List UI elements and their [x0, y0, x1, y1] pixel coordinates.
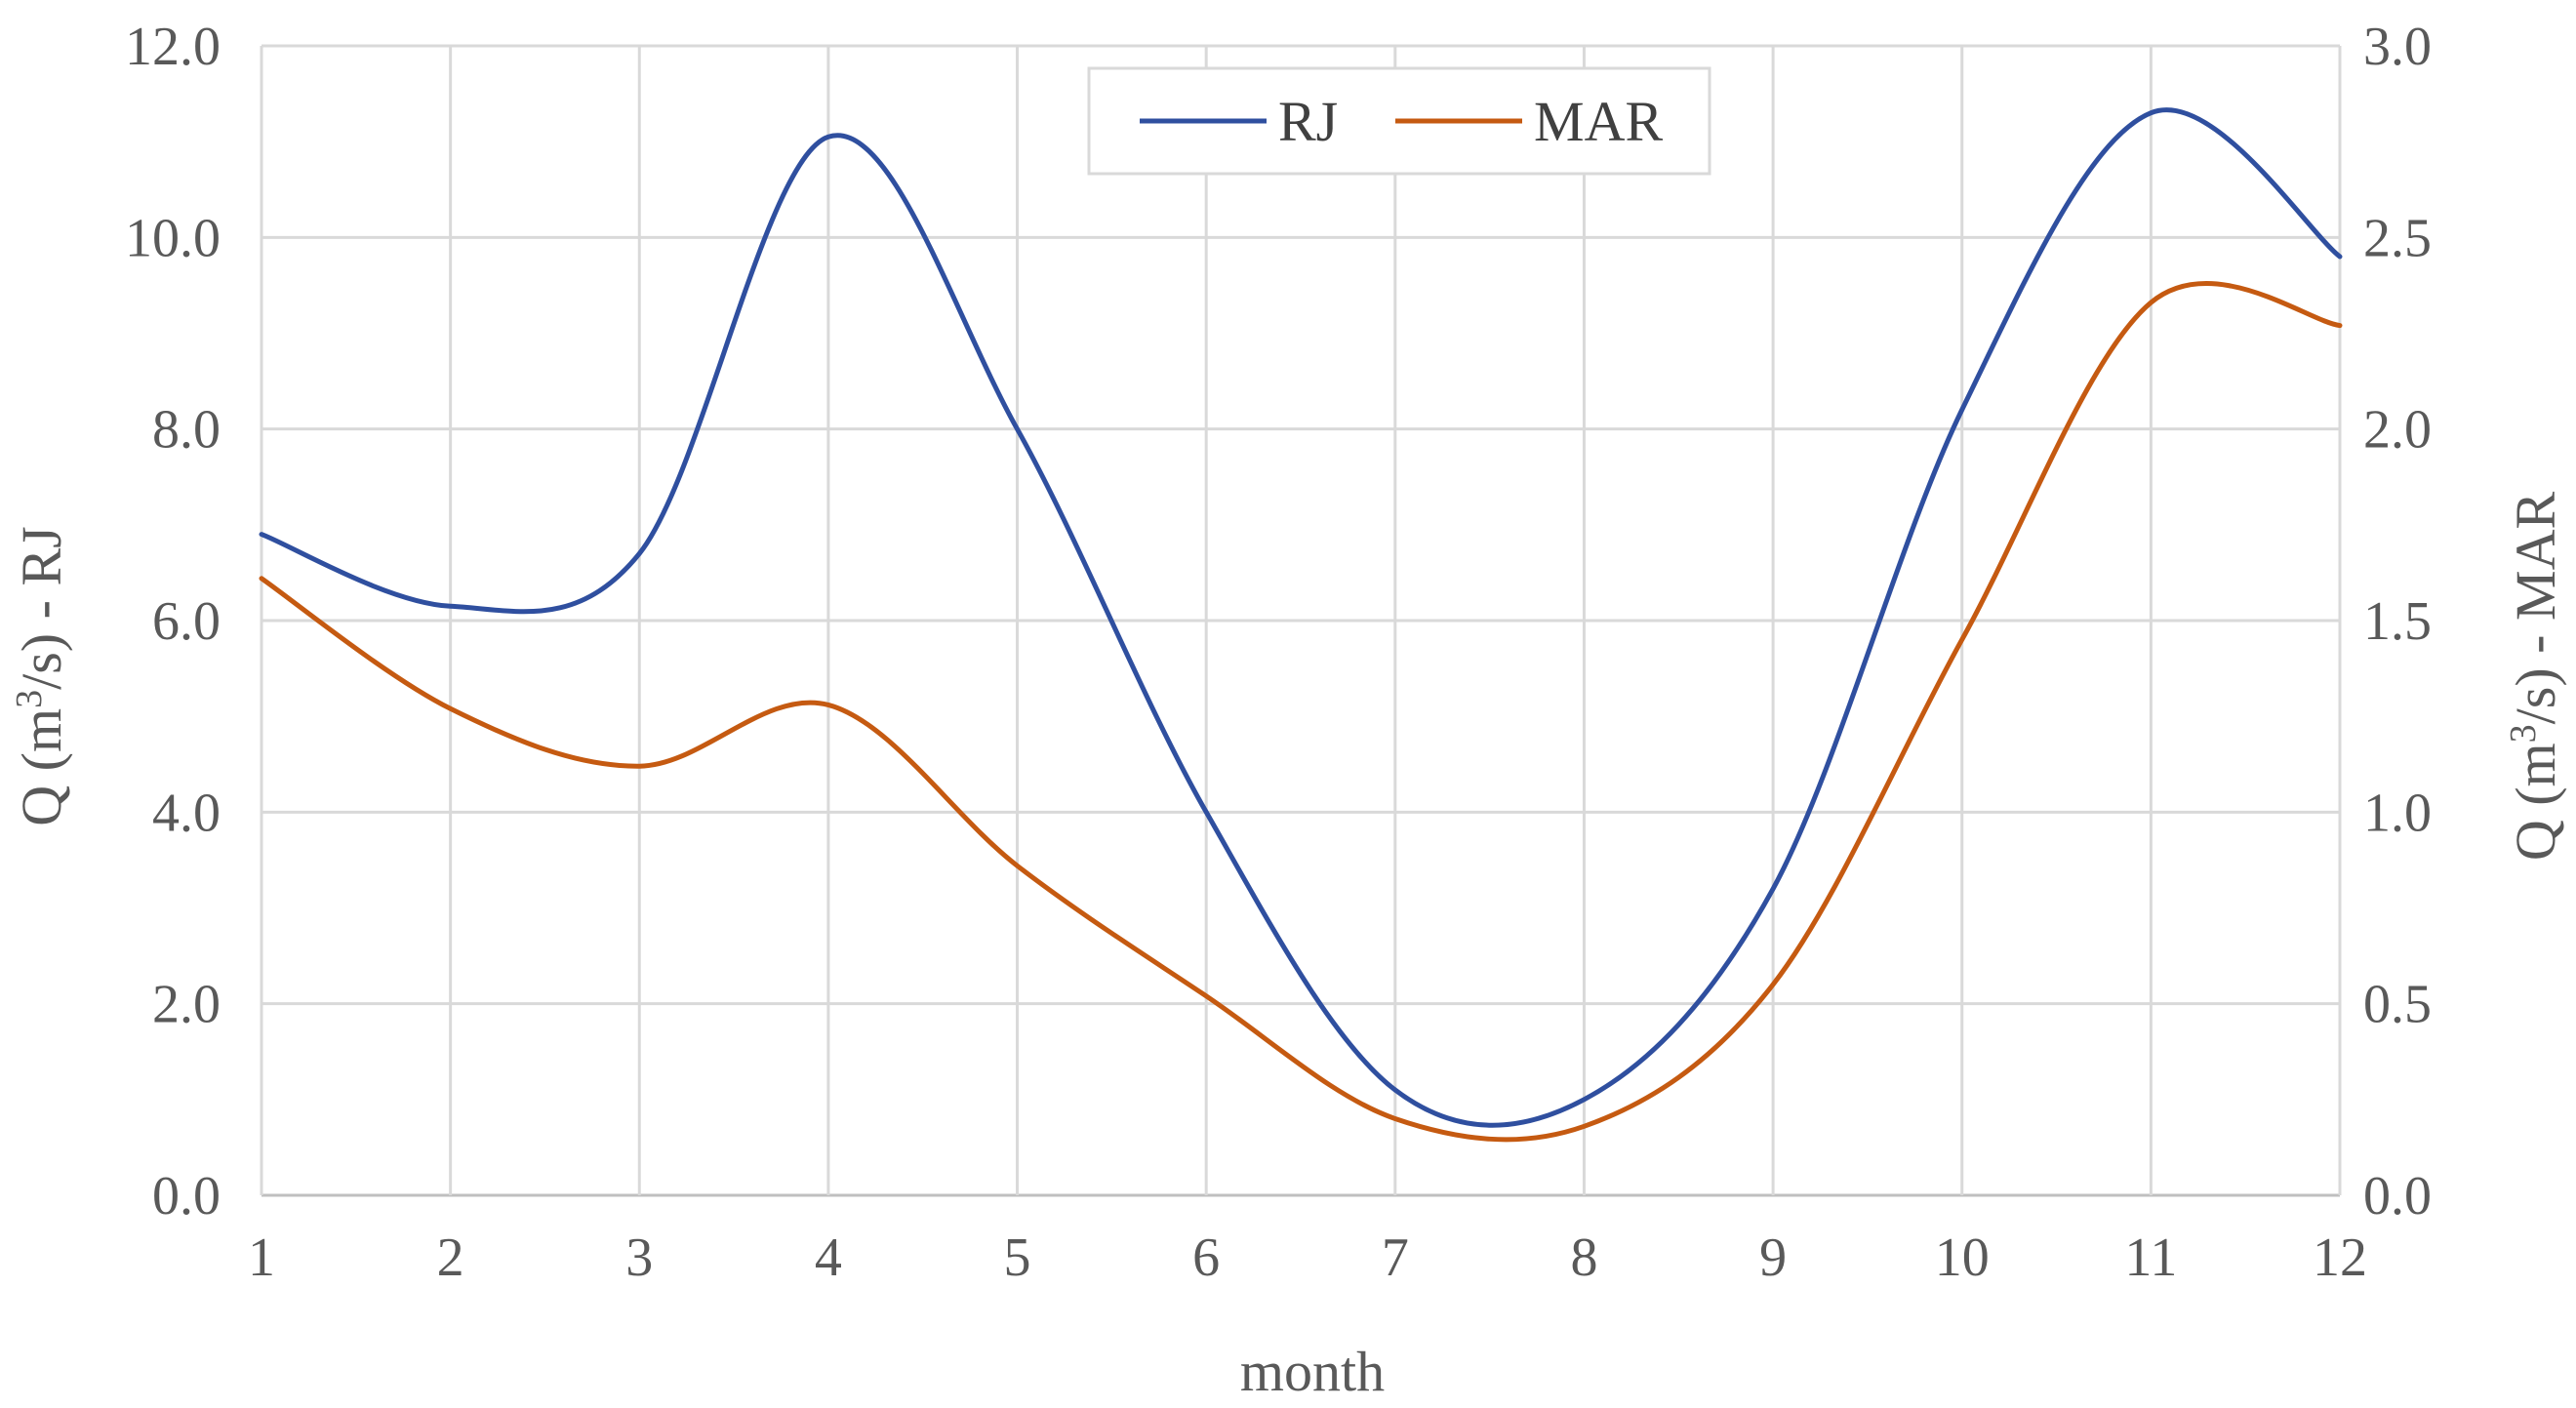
y-right-tick-label: 2.5	[2363, 208, 2432, 268]
y-left-tick-label: 0.0	[152, 1166, 221, 1227]
y-right-title-sup: 3	[2503, 724, 2544, 743]
y-right-tick-label: 1.5	[2363, 591, 2432, 652]
x-tick-label: 1	[248, 1227, 275, 1288]
y-axis-right-title: Q (m3/s) - MAR	[2503, 492, 2567, 862]
y-right-tick-label: 2.0	[2363, 400, 2432, 461]
y-left-title-pre: Q (m	[10, 708, 73, 826]
x-tick-label: 4	[815, 1227, 842, 1288]
y-left-tick-label: 4.0	[152, 783, 221, 843]
x-tick-label: 6	[1192, 1227, 1220, 1288]
grid	[260, 44, 2342, 1197]
x-tick-label: 5	[1004, 1227, 1031, 1288]
x-tick-label: 12	[2313, 1227, 2367, 1288]
y-left-tick-label: 12.0	[125, 17, 221, 77]
legend-label-rj: RJ	[1278, 90, 1338, 153]
y-left-tick-label: 8.0	[152, 400, 221, 461]
y-left-tick-label: 10.0	[125, 208, 221, 268]
x-tick-label: 11	[2124, 1227, 2177, 1288]
series-line-rj	[259, 107, 2343, 1128]
legend-label-mar: MAR	[1534, 90, 1663, 153]
x-tick-label: 2	[437, 1227, 464, 1288]
series-line-mar	[259, 281, 2343, 1143]
y-left-title-sup: 3	[9, 690, 50, 708]
legend: RJ MAR	[1087, 66, 1711, 176]
x-tick-label: 9	[1759, 1227, 1787, 1288]
y-right-tick-label: 3.0	[2363, 17, 2432, 77]
x-tick-label: 10	[1935, 1227, 1990, 1288]
y-right-tick-label: 1.0	[2363, 783, 2432, 843]
series-lines	[259, 107, 2343, 1143]
y-right-tick-label: 0.0	[2363, 1166, 2432, 1227]
x-tick-label: 7	[1382, 1227, 1409, 1288]
y-axis-left-title: Q (m3/s) - RJ	[9, 526, 73, 825]
y-right-tick-label: 0.5	[2363, 975, 2432, 1035]
y-right-title-post: /s) - MAR	[2504, 492, 2567, 725]
y-left-tick-label: 2.0	[152, 975, 221, 1035]
x-tick-label: 3	[625, 1227, 653, 1288]
y-left-tick-label: 6.0	[152, 591, 221, 652]
y-right-title-pre: Q (m	[2504, 743, 2567, 861]
tick-labels: 0.0 2.0 4.0 6.0 8.0 10.0 12.0 0.0 0.5 1.0 1.5 2.0 2.…	[125, 17, 2432, 1288]
x-axis-title: month	[1240, 1340, 1385, 1403]
x-tick-label: 8	[1570, 1227, 1597, 1288]
y-left-title-post: /s) - RJ	[10, 526, 73, 690]
